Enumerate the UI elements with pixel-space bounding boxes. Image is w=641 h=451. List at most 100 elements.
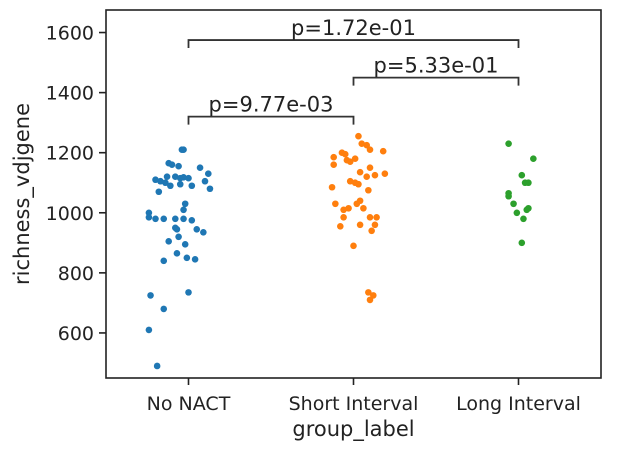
data-point — [178, 146, 186, 153]
data-point — [356, 168, 364, 176]
data-point — [351, 155, 359, 163]
data-point — [160, 257, 168, 265]
data-point — [155, 188, 163, 196]
data-point — [153, 362, 161, 370]
data-point — [505, 192, 512, 200]
data-point — [330, 161, 338, 169]
data-point — [350, 242, 357, 250]
data-point — [188, 216, 196, 224]
data-point — [530, 155, 537, 163]
data-point — [525, 179, 532, 187]
data-point — [365, 186, 372, 194]
y-tick-label: 1200 — [46, 143, 94, 165]
data-point — [176, 180, 184, 188]
data-point — [365, 289, 372, 296]
data-point — [520, 215, 527, 223]
data-point — [381, 170, 389, 178]
plot-frame — [105, 9, 602, 379]
data-point — [355, 180, 362, 188]
data-point — [355, 132, 362, 140]
y-tick-label: 1600 — [46, 23, 94, 45]
data-point — [337, 222, 344, 230]
data-point — [523, 206, 531, 214]
data-point — [188, 182, 196, 190]
data-point — [181, 200, 189, 208]
data-point — [368, 227, 375, 235]
data-point — [160, 305, 168, 313]
data-point — [160, 215, 168, 223]
data-point — [145, 326, 153, 334]
data-point — [366, 296, 374, 304]
y-tick-label: 800 — [58, 263, 94, 285]
data-point — [165, 238, 172, 245]
data-point — [185, 174, 192, 182]
data-point — [163, 173, 171, 181]
x-tick-label: Long Interval — [456, 393, 581, 415]
data-point — [340, 213, 347, 221]
data-point — [373, 213, 380, 221]
data-point — [360, 204, 367, 212]
data-point — [181, 241, 189, 248]
data-point — [180, 215, 187, 223]
data-point — [180, 174, 187, 181]
data-point — [379, 147, 387, 155]
x-axis-title: group_label — [292, 417, 414, 442]
data-point — [172, 173, 179, 181]
data-point — [345, 204, 352, 212]
data-point — [206, 185, 214, 193]
data-point — [145, 213, 153, 221]
data-point — [341, 150, 349, 158]
data-point — [191, 256, 199, 263]
data-point — [167, 182, 174, 190]
data-point — [172, 215, 179, 223]
data-point — [147, 292, 154, 299]
data-point — [173, 225, 181, 233]
data-point — [366, 146, 374, 153]
data-point — [162, 179, 169, 187]
y-tick-label: 1000 — [46, 203, 94, 225]
data-point — [358, 140, 366, 147]
data-point — [193, 225, 201, 233]
significance-bracket — [187, 115, 355, 125]
data-point — [173, 250, 181, 257]
data-point — [371, 171, 379, 179]
data-point — [366, 164, 374, 172]
data-point — [175, 162, 182, 170]
data-point — [196, 164, 204, 172]
data-point — [505, 140, 512, 147]
data-point — [152, 176, 159, 184]
data-point — [346, 158, 354, 166]
significance-bracket — [187, 39, 520, 49]
data-point — [363, 173, 371, 181]
p-value-label: p=9.77e-03 — [209, 93, 334, 117]
y-tick-label: 1400 — [46, 83, 94, 105]
y-axis: 600 800 1000 1200 1400 1600 — [46, 23, 106, 345]
data-point — [366, 213, 374, 221]
x-tick-label: No NACT — [147, 393, 231, 415]
data-point — [205, 170, 212, 178]
significance-bracket — [352, 76, 520, 86]
data-point — [185, 289, 192, 296]
p-value-label: p=1.72e-01 — [291, 16, 416, 40]
p-value-label: p=5.33e-01 — [374, 54, 499, 78]
data-point — [168, 161, 176, 169]
x-axis: No NACT Short Interval Long Interval — [147, 378, 581, 415]
data-point — [330, 153, 338, 161]
data-point — [356, 221, 364, 229]
significance-annotations: p=9.77e-03 p=5.33e-01 p=1.72e-01 — [187, 16, 520, 125]
data-point — [510, 200, 517, 208]
data-point — [332, 200, 339, 208]
data-point — [518, 171, 526, 179]
plot-marks — [145, 132, 537, 370]
y-axis-title: richness_vdjgene — [10, 103, 35, 285]
data-point — [175, 233, 182, 241]
data-point — [513, 209, 521, 217]
data-point — [200, 229, 207, 236]
data-point — [180, 206, 187, 214]
data-point — [328, 183, 336, 191]
data-point — [183, 254, 191, 262]
data-point — [201, 177, 209, 185]
data-point — [371, 221, 379, 229]
data-point — [518, 239, 526, 247]
